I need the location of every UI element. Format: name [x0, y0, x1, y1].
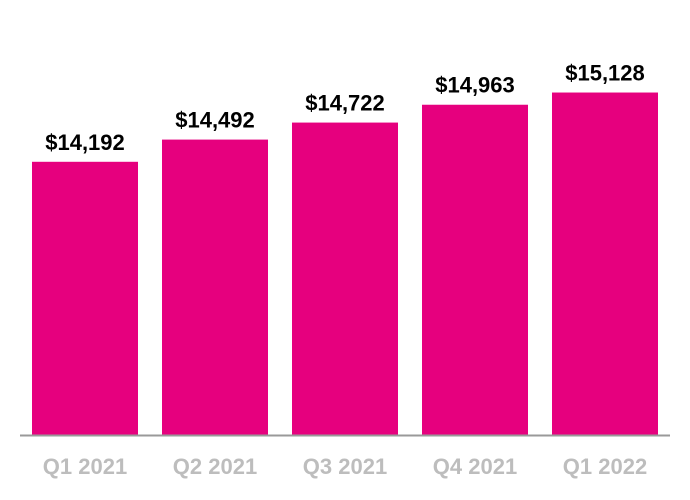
- bars-group: [32, 92, 658, 436]
- bar-1: [162, 139, 268, 436]
- bar-2: [292, 122, 398, 436]
- x-tick-label-0: Q1 2021: [43, 454, 127, 479]
- x-tick-labels-group: Q1 2021 Q2 2021 Q3 2021 Q4 2021 Q1 2022: [43, 454, 647, 479]
- value-label-2: $14,722: [305, 91, 385, 116]
- bar-0: [32, 161, 138, 436]
- bar-3: [422, 104, 528, 435]
- bar-4: [552, 92, 658, 435]
- x-tick-label-1: Q2 2021: [173, 454, 257, 479]
- x-tick-label-2: Q3 2021: [303, 454, 387, 479]
- value-labels-group: $14,192 $14,492 $14,722 $14,963 $15,128: [45, 61, 645, 155]
- x-tick-label-3: Q4 2021: [433, 454, 517, 479]
- x-tick-label-4: Q1 2022: [563, 454, 647, 479]
- value-label-0: $14,192: [45, 130, 125, 155]
- value-label-4: $15,128: [565, 61, 645, 86]
- value-label-3: $14,963: [435, 73, 515, 98]
- value-label-1: $14,492: [175, 108, 255, 133]
